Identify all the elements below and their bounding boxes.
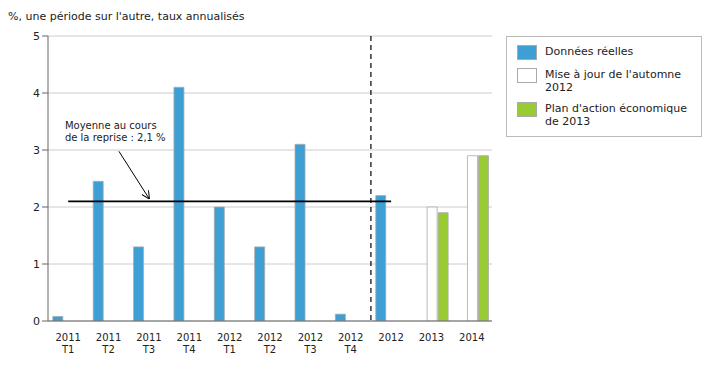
html-text:Données réelles: Données réelles [545, 45, 634, 58]
svg-text:4: 4 [33, 87, 40, 100]
svg-text:2012T3: 2012T3 [298, 332, 323, 355]
svg-text:3: 3 [33, 144, 40, 157]
svg-text:2011T2: 2011T2 [96, 332, 121, 355]
svg-text:5: 5 [33, 30, 40, 43]
html-text:de 2013: de 2013 [545, 115, 591, 128]
svg-text:2012T4: 2012T4 [338, 332, 363, 355]
svg-text:2014: 2014 [459, 332, 484, 343]
svg-text:Moyenne au coursde la reprise: Moyenne au coursde la reprise : 2,1 % [65, 120, 166, 143]
svg-text:2012T2: 2012T2 [257, 332, 282, 355]
svg-text:2012: 2012 [378, 332, 403, 343]
svg-text:2013: 2013 [419, 332, 444, 343]
html-text:Mise à jour de l'automne 2012: Mise à jour de l'automne 2012 [545, 68, 682, 94]
svg-text:2011T4: 2011T4 [177, 332, 202, 355]
html-text:Plan d'action économique: Plan d'action économique [545, 102, 687, 115]
svg-text:2011T3: 2011T3 [136, 332, 161, 355]
svg-text:1: 1 [33, 258, 40, 271]
html-text:%, une période sur l'autre, ta: %, une période sur l'autre, taux annuali… [8, 10, 245, 23]
svg-text:2011T1: 2011T1 [55, 332, 80, 355]
svg-text:0: 0 [33, 315, 40, 328]
svg-text:2: 2 [33, 201, 40, 214]
svg-text:2012T1: 2012T1 [217, 332, 242, 355]
